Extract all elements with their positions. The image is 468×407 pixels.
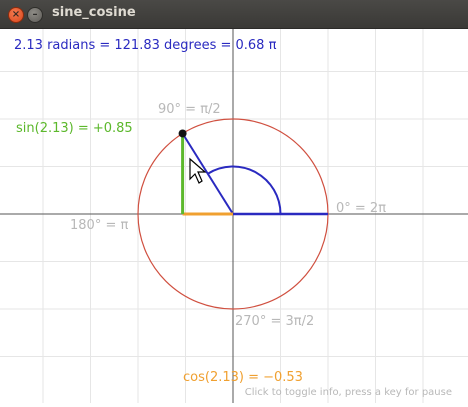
mouse-cursor-icon [189,157,207,184]
angle-point[interactable] [178,129,187,138]
hint-text: Click to toggle info, press a key for pa… [245,387,452,398]
close-button[interactable]: × [8,7,24,23]
radius-line [181,132,234,215]
label-90-degrees: 90° = π/2 [158,102,221,117]
close-icon: × [11,9,21,20]
minimize-icon: – [32,9,38,20]
drawing-canvas[interactable]: 2.13 radians = 121.83 degrees = 0.68 π s… [0,29,468,403]
label-270-degrees: 270° = 3π/2 [235,314,314,329]
title-bar: × – sine_cosine [0,0,468,29]
label-0-degrees: 0° = 2π [336,201,386,216]
sine-readout: sin(2.13) = +0.85 [16,121,133,136]
label-180-degrees: 180° = π [70,218,128,233]
cosine-readout: cos(2.13) = −0.53 [183,370,303,385]
unit-circle-plot[interactable]: 2.13 radians = 121.83 degrees = 0.68 π s… [0,29,468,403]
angle-readout: 2.13 radians = 121.83 degrees = 0.68 π [14,38,277,53]
angle-arc [207,165,282,215]
minimize-button[interactable]: – [27,7,43,23]
window-title: sine_cosine [52,5,136,20]
grid [0,29,468,403]
